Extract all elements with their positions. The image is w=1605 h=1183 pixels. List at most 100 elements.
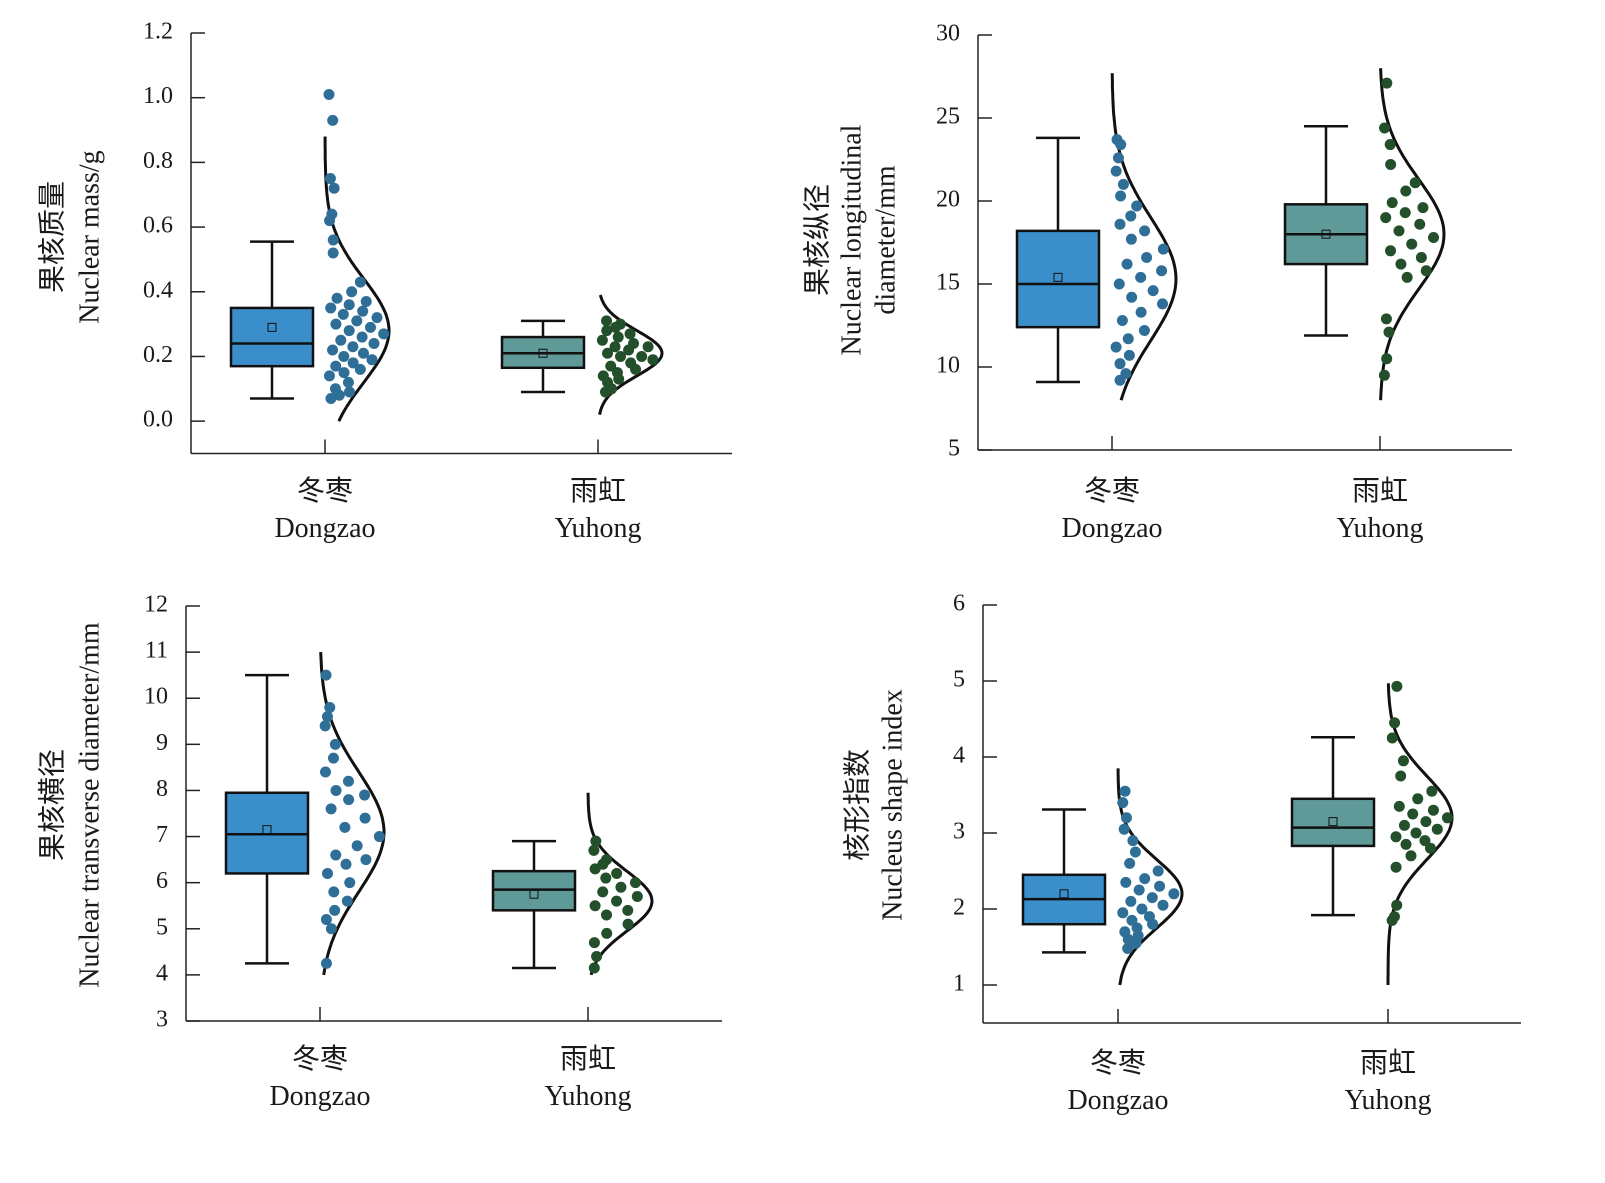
mean-marker: [267, 322, 277, 332]
data-point: [1147, 285, 1159, 297]
data-point: [1379, 122, 1391, 134]
data-point: [322, 867, 334, 879]
data-point: [319, 766, 331, 778]
y-tick-label: 6: [953, 591, 965, 617]
data-point: [371, 312, 383, 324]
data-point: [1410, 827, 1422, 839]
data-point: [342, 775, 354, 787]
data-point: [647, 354, 659, 366]
data-point: [1400, 185, 1412, 197]
data-point: [589, 863, 601, 875]
data-point: [351, 840, 363, 852]
data-point: [588, 937, 600, 949]
data-point: [1115, 139, 1127, 151]
data-point: [1110, 165, 1122, 177]
y-tick-label: 5: [953, 667, 965, 693]
data-point: [1383, 326, 1395, 338]
x-tick-label: 冬枣: [292, 1043, 348, 1075]
data-point: [1135, 306, 1147, 318]
x-tick-sublabel: Dongzao: [269, 1081, 370, 1112]
data-point: [337, 308, 349, 320]
data-point: [1113, 278, 1125, 290]
data-point: [612, 331, 624, 343]
y-axis-label: 果核横径: [36, 749, 68, 861]
data-point: [1395, 258, 1407, 270]
data-point: [1424, 842, 1436, 854]
data-point: [323, 370, 335, 382]
data-point: [613, 373, 625, 385]
data-point: [328, 182, 340, 194]
data-point: [342, 376, 354, 388]
data-point: [1139, 873, 1151, 885]
data-point: [1117, 907, 1129, 919]
y-tick-label: 0.8: [143, 148, 173, 174]
data-point: [1114, 218, 1126, 230]
y-tick-label: 10: [144, 684, 168, 710]
x-tick-label: 雨虹: [1352, 475, 1408, 507]
data-point: [1384, 139, 1396, 151]
y-tick-label: 9: [156, 730, 168, 756]
data-point: [615, 881, 627, 893]
y-tick-label: 7: [156, 822, 168, 848]
data-point: [1126, 291, 1138, 303]
data-point: [630, 363, 642, 375]
data-point: [340, 858, 352, 870]
data-point: [599, 386, 611, 398]
data-point: [611, 867, 623, 879]
x-tick-label: 雨虹: [1360, 1047, 1416, 1079]
data-point: [1116, 315, 1128, 327]
data-point: [1135, 271, 1147, 283]
data-point: [1386, 197, 1398, 209]
data-point: [1385, 245, 1397, 257]
data-point: [343, 386, 355, 398]
data-point: [1131, 200, 1143, 212]
data-point: [1390, 861, 1402, 873]
data-point: [330, 360, 342, 372]
data-point: [344, 877, 356, 889]
data-point: [1124, 857, 1136, 869]
data-point: [1125, 233, 1137, 245]
data-point: [602, 347, 614, 359]
data-point: [1393, 800, 1405, 812]
data-point: [325, 393, 337, 405]
data-point: [346, 286, 358, 298]
data-point: [1114, 374, 1126, 386]
data-point: [1117, 178, 1129, 190]
data-point: [324, 173, 336, 185]
y-axis-label: 核形指数: [841, 749, 873, 861]
data-point: [1419, 835, 1431, 847]
data-point: [642, 341, 654, 353]
y-tick-label: 0.0: [143, 407, 173, 433]
mean-marker: [1053, 272, 1063, 282]
data-point: [1386, 914, 1398, 926]
data-point: [320, 957, 332, 969]
data-point: [343, 794, 355, 806]
y-tick-label: 3: [953, 819, 965, 845]
y-tick-label: 11: [145, 638, 168, 664]
data-point: [1119, 785, 1131, 797]
data-point: [1125, 210, 1137, 222]
data-point: [590, 835, 602, 847]
y-tick-label: 20: [936, 187, 960, 213]
data-point: [1120, 812, 1132, 824]
data-point: [1122, 943, 1134, 955]
y-tick-label: 4: [156, 960, 168, 986]
data-point: [331, 292, 343, 304]
y-tick-label: 12: [144, 592, 168, 618]
y-tick-label: 8: [156, 776, 168, 802]
data-point: [1380, 313, 1392, 325]
mean-marker: [538, 348, 548, 358]
data-point: [320, 914, 332, 926]
data-point: [1125, 895, 1137, 907]
data-point: [330, 318, 342, 330]
data-point: [1117, 797, 1129, 809]
x-tick-sublabel: Yuhong: [1336, 513, 1423, 544]
data-point: [1405, 850, 1417, 862]
data-point: [356, 331, 368, 343]
y-axis-label: Nuclear transverse diameter/mm: [74, 622, 105, 988]
data-point: [329, 738, 341, 750]
data-point: [1409, 177, 1421, 189]
data-point: [636, 350, 648, 362]
data-point: [1380, 212, 1392, 224]
y-axis-label: Nuclear mass/g: [74, 150, 105, 323]
